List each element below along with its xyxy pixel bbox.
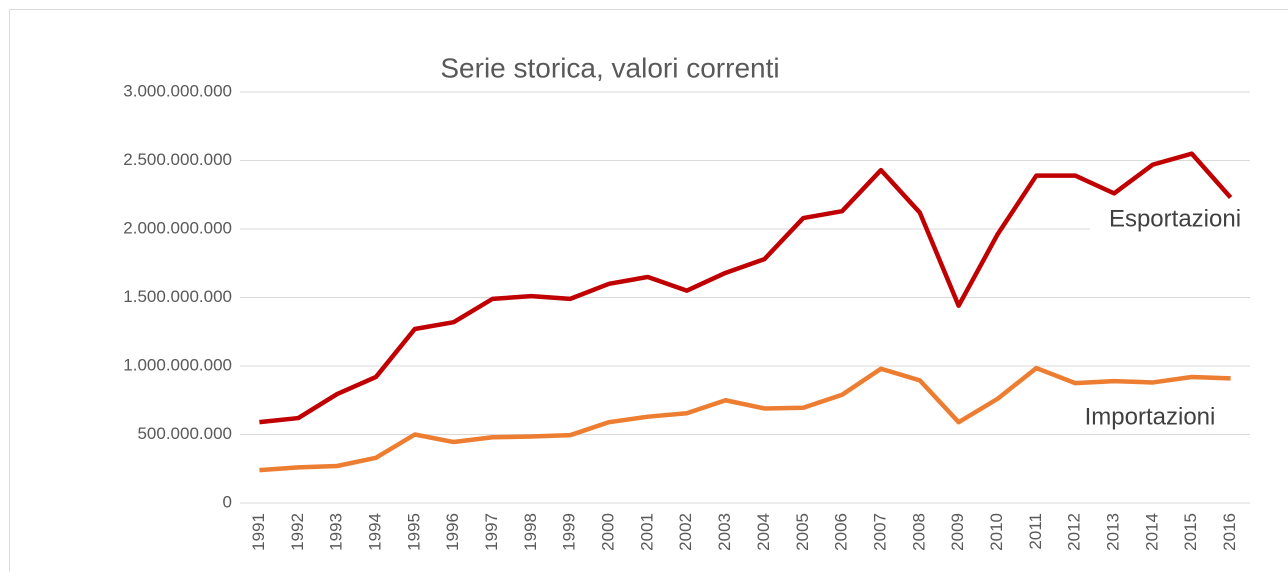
x-tick-label: 2006 <box>832 513 851 551</box>
x-tick-label: 1995 <box>404 513 423 551</box>
x-tick-label: 2009 <box>948 513 967 551</box>
x-tick-label: 2001 <box>637 513 656 551</box>
x-tick-label: 1999 <box>560 513 579 551</box>
x-tick-label: 2002 <box>676 513 695 551</box>
x-tick-label: 2000 <box>599 513 618 551</box>
x-tick-label: 2013 <box>1104 513 1123 551</box>
x-tick-label: 1996 <box>443 513 462 551</box>
y-tick-label: 1.500.000.000 <box>123 287 232 306</box>
x-tick-label: 2004 <box>754 513 773 551</box>
y-tick-label: 2.000.000.000 <box>123 218 232 237</box>
chart-title: Serie storica, valori correnti <box>440 52 779 83</box>
y-tick-label: 3.000.000.000 <box>123 81 232 100</box>
x-tick-label: 2003 <box>715 513 734 551</box>
x-tick-label: 1992 <box>288 513 307 551</box>
x-tick-label: 2012 <box>1065 513 1084 551</box>
x-tick-label: 1991 <box>249 513 268 551</box>
x-tick-label: 1993 <box>327 513 346 551</box>
y-tick-label: 500.000.000 <box>137 424 232 443</box>
x-tick-label: 2014 <box>1142 513 1161 551</box>
x-tick-label: 2016 <box>1220 513 1239 551</box>
x-tick-label: 2005 <box>793 513 812 551</box>
series-label: Importazioni <box>1085 403 1216 430</box>
x-tick-label: 2015 <box>1181 513 1200 551</box>
y-tick-label: 2.500.000.000 <box>123 150 232 169</box>
x-tick-label: 2010 <box>987 513 1006 551</box>
x-tick-label: 1994 <box>365 513 384 551</box>
y-tick-label: 1.000.000.000 <box>123 355 232 374</box>
x-tick-label: 2011 <box>1026 513 1045 550</box>
series-label: Esportazioni <box>1109 205 1241 232</box>
x-tick-label: 2008 <box>909 513 928 551</box>
y-tick-label: 0 <box>223 492 232 511</box>
x-tick-label: 1998 <box>521 513 540 551</box>
x-tick-label: 1997 <box>482 513 501 551</box>
x-tick-label: 2007 <box>870 513 889 551</box>
